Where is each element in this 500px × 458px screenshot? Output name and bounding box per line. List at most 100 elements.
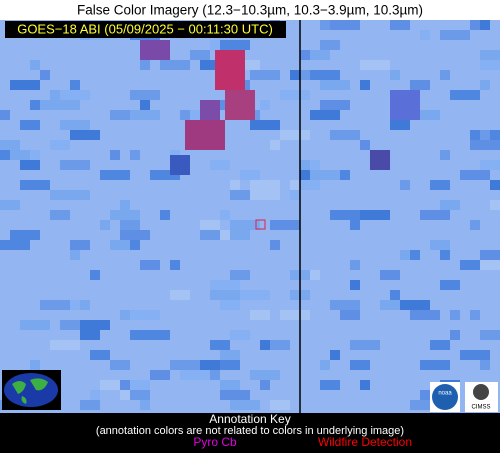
cloud-block [220, 230, 250, 240]
cloud-block [130, 330, 160, 340]
cloud-block [200, 230, 210, 240]
cloud-block [300, 70, 310, 80]
cloud-block [270, 240, 280, 250]
cloud-block [320, 40, 340, 50]
cloud-block [330, 380, 340, 390]
cloud-block [480, 360, 490, 370]
cloud-block [210, 40, 220, 50]
cloud-block [330, 350, 340, 360]
cloud-block [220, 390, 250, 400]
cloud-block [350, 340, 380, 350]
cloud-block [450, 90, 480, 100]
cloud-block [390, 20, 410, 30]
cloud-block [320, 80, 350, 90]
cloud-block [140, 60, 150, 70]
cloud-block [140, 40, 170, 60]
cloud-block [440, 70, 450, 80]
cloud-block [480, 330, 500, 340]
cloud-block [180, 110, 190, 120]
cloud-block [170, 155, 190, 175]
cloud-block [430, 240, 440, 250]
cloud-block [170, 360, 200, 370]
cloud-block [30, 60, 40, 70]
cloud-block [390, 90, 420, 120]
cloud-block [330, 20, 350, 30]
cloud-block [390, 70, 400, 80]
cloud-block [440, 30, 470, 40]
cloud-block [140, 400, 150, 410]
cimss-logo: CIMSS [465, 382, 498, 412]
cloud-block [70, 250, 80, 260]
cloud-block [250, 310, 270, 320]
cloud-block [220, 40, 250, 50]
cloud-block [410, 400, 440, 410]
cloud-block [390, 290, 400, 300]
cloud-block [100, 170, 130, 180]
cloud-block [360, 140, 370, 150]
cloud-block [90, 390, 100, 400]
cloud-block [260, 100, 270, 110]
cloud-block [300, 180, 320, 190]
cloud-block [390, 120, 410, 130]
cloud-block [250, 120, 280, 130]
cloud-block [30, 100, 40, 110]
cloud-block [50, 140, 70, 150]
cloud-block [480, 130, 490, 140]
cloud-block [480, 60, 500, 70]
cloud-block [420, 210, 450, 220]
cloud-block [440, 200, 460, 210]
cloud-block [260, 340, 270, 350]
cloud-block [20, 320, 50, 330]
cloud-block [110, 360, 130, 370]
cloud-block [60, 90, 90, 100]
noaa-text: noaa [438, 391, 452, 397]
cloud-block [20, 120, 40, 130]
cloud-block [140, 100, 150, 110]
cloud-block [480, 20, 490, 30]
cloud-block [400, 300, 430, 310]
cloud-block [460, 170, 490, 180]
cloud-block [220, 210, 230, 220]
cloud-block [160, 210, 170, 220]
cloud-block [150, 170, 180, 180]
cloud-block [90, 350, 110, 360]
cloud-block [320, 380, 330, 390]
cloud-block [430, 180, 450, 190]
cloud-block [70, 80, 80, 90]
key-note: (annotation colors are not related to co… [96, 425, 404, 437]
cloud-block [330, 210, 360, 220]
title: False Color Imagery (12.3−10.3µm, 10.3−3… [77, 3, 423, 18]
cloud-block [470, 310, 480, 320]
cloud-block [480, 80, 490, 90]
title-bar [0, 0, 500, 20]
cloud-block [220, 360, 240, 370]
cloud-block [480, 160, 500, 170]
cloud-block [330, 300, 360, 310]
cloud-block [240, 60, 260, 70]
cloud-block [310, 50, 330, 60]
cloud-block [280, 130, 310, 140]
cimss-text: CIMSS [471, 405, 490, 411]
cloud-block [20, 160, 40, 170]
cloud-block [380, 270, 400, 280]
cloud-block [150, 370, 170, 380]
cloud-block [350, 220, 360, 230]
cloud-block [460, 350, 490, 360]
cloud-block [230, 180, 240, 190]
cloud-block [230, 270, 250, 280]
cloud-block [440, 250, 450, 260]
cloud-block [215, 50, 245, 90]
timestamp: GOES−18 ABI (05/09/2025 − 00:11:30 UTC) [17, 21, 273, 36]
cloud-block [220, 230, 230, 240]
cloud-block [120, 230, 150, 240]
cloud-block [330, 130, 360, 140]
cloud-block [200, 230, 230, 240]
cloud-block [90, 270, 100, 280]
cloud-block [350, 260, 360, 270]
cloud-block [250, 370, 280, 380]
cloud-block [260, 380, 270, 390]
cloud-block [130, 110, 160, 120]
noaa-logo: noaa [430, 382, 460, 412]
cloud-block [100, 220, 110, 230]
cloud-block [250, 180, 280, 190]
